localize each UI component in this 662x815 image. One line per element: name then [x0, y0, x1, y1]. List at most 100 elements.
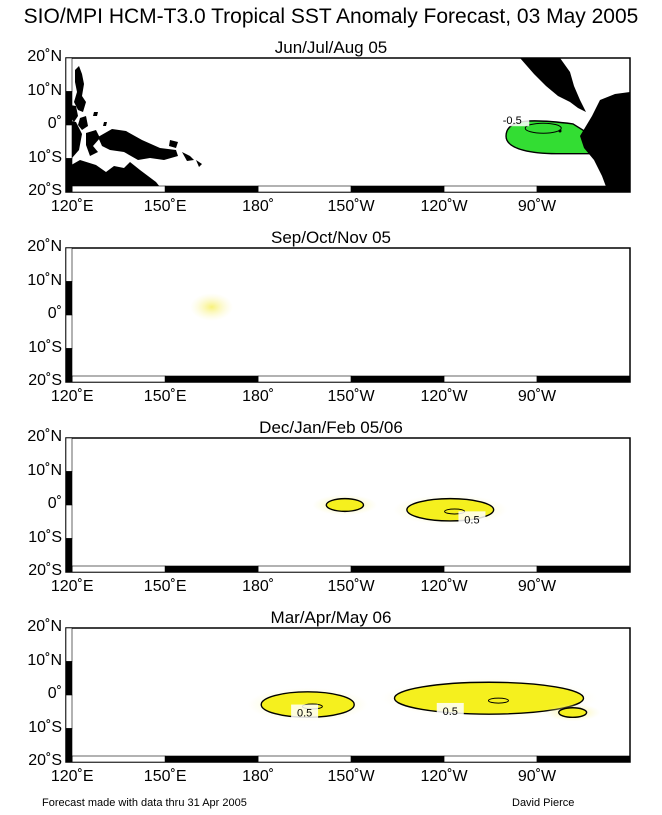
lat-scale-segment [65, 91, 73, 126]
lon-scale-segment [164, 565, 259, 573]
panel-title-2: Sep/Oct/Nov 05 [270, 228, 391, 247]
lat-scale-segment [65, 471, 73, 506]
lon-scale-segment [443, 185, 538, 193]
anomaly-layer [247, 678, 601, 722]
lon-scale-segment [257, 185, 352, 193]
anomaly-layer [312, 494, 508, 525]
lon-scale-segment [257, 565, 352, 573]
ytick-label: 10˚N [27, 81, 62, 99]
xtick-label: 90˚W [517, 388, 557, 405]
ytick-label: 0˚ [47, 305, 62, 322]
lat-scale-segment [65, 247, 73, 282]
ytick-label: 10˚N [27, 271, 62, 289]
xtick-label: 90˚W [517, 198, 557, 215]
lat-scale-segment [65, 661, 73, 696]
ytick-label: 20˚N [27, 48, 62, 65]
lat-scale-segment [65, 57, 73, 92]
ytick-label: 20˚N [27, 618, 62, 635]
lon-scale-segment [164, 755, 259, 763]
contour-label: -0.5 [503, 115, 522, 127]
xtick-label: 120˚E [50, 768, 94, 785]
ytick-label: 10˚S [28, 338, 62, 356]
ytick-label: 10˚N [27, 461, 62, 479]
ytick-label: 20˚S [28, 562, 62, 579]
contour-label: 0.5 [297, 708, 312, 720]
map-panel-1: -0.5 [65, 57, 631, 193]
xtick-label: 120˚W [420, 578, 468, 595]
footer-note: Forecast made with data thru 31 Apr 2005 [42, 797, 247, 809]
lat-scale-segment [65, 348, 73, 383]
lat-scale-segment [65, 627, 73, 662]
figure-title: SIO/MPI HCM-T3.0 Tropical SST Anomaly Fo… [23, 5, 639, 28]
lon-scale-segment [257, 375, 352, 383]
xtick-label: 150˚W [327, 198, 375, 215]
lat-scale-segment [65, 538, 73, 573]
lat-scale-segment [65, 504, 73, 539]
xtick-label: 180˚ [242, 198, 275, 215]
map-background [66, 248, 630, 382]
xtick-label: 90˚W [517, 768, 557, 785]
panel-title-1: Jun/Jul/Aug 05 [274, 38, 388, 57]
lat-scale-segment [65, 158, 73, 193]
ytick-label: 10˚S [28, 528, 62, 546]
ytick-label: 20˚N [27, 428, 62, 445]
xtick-label: 90˚W [517, 578, 557, 595]
xtick-label: 150˚W [327, 388, 375, 405]
ytick-label: 0˚ [47, 495, 62, 512]
lat-scale-segment [65, 728, 73, 763]
lon-scale-segment [350, 755, 445, 763]
lon-scale-segment [71, 755, 166, 763]
lat-scale-segment [65, 437, 73, 472]
lon-scale-segment [443, 755, 538, 763]
xtick-label: 120˚W [420, 768, 468, 785]
ytick-label: 20˚S [28, 182, 62, 199]
lat-scale-segment [65, 124, 73, 159]
lon-scale-segment [536, 185, 631, 193]
lon-scale-segment [350, 375, 445, 383]
footer-author: David Pierce [512, 797, 575, 809]
xtick-label: 150˚W [327, 578, 375, 595]
lat-scale-segment [65, 281, 73, 316]
lon-scale-segment [536, 375, 631, 383]
lon-scale-segment [164, 375, 259, 383]
anomaly-region-positive [325, 497, 365, 513]
lon-scale-segment [164, 185, 259, 193]
xtick-label: 150˚E [143, 578, 187, 595]
map-panel-4: 0.5 0.5 [65, 627, 631, 763]
lon-scale-segment [443, 375, 538, 383]
anomaly-region-positive [558, 707, 588, 719]
xtick-label: 120˚W [420, 388, 468, 405]
xtick-label: 150˚W [327, 768, 375, 785]
ytick-label: 0˚ [47, 685, 62, 702]
xtick-label: 150˚E [143, 388, 187, 405]
map-panel-3: 0.5 [65, 437, 631, 573]
anomaly-core-contour [524, 122, 562, 134]
xtick-label: 150˚E [143, 768, 187, 785]
anomaly-layer [190, 293, 234, 321]
lon-scale-segment [536, 755, 631, 763]
anomaly-core-contour [487, 697, 509, 704]
lon-scale-segment [443, 565, 538, 573]
contour-label: 0.5 [464, 514, 479, 526]
lon-scale-segment [71, 185, 166, 193]
xtick-label: 120˚W [420, 198, 468, 215]
xtick-label: 120˚E [50, 578, 94, 595]
map-panel-2 [65, 247, 631, 383]
lat-scale-segment [65, 694, 73, 729]
lon-scale-segment [350, 185, 445, 193]
xtick-label: 120˚E [50, 198, 94, 215]
lon-scale-segment [71, 565, 166, 573]
anomaly-region-weak [190, 293, 234, 321]
ytick-label: 10˚S [28, 718, 62, 736]
xtick-label: 120˚E [50, 388, 94, 405]
ytick-label: 10˚S [28, 148, 62, 166]
lon-scale-segment [536, 565, 631, 573]
xtick-label: 180˚ [242, 388, 275, 405]
contour-label: 0.5 [443, 706, 458, 718]
ytick-label: 20˚S [28, 752, 62, 769]
lon-scale-segment [257, 755, 352, 763]
lon-scale-segment [350, 565, 445, 573]
lon-scale-segment [71, 375, 166, 383]
